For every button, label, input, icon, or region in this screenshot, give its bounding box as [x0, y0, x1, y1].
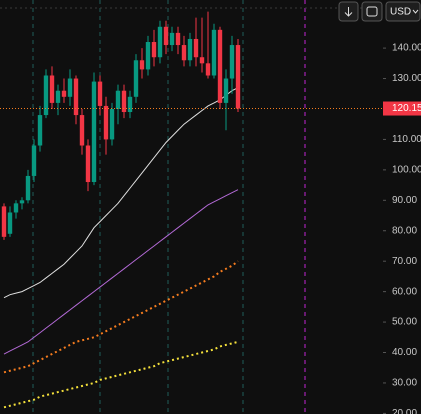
candle-body: [37, 115, 43, 146]
candle-body: [91, 81, 97, 183]
candle-body: [205, 63, 211, 76]
candle-body: [1, 206, 7, 237]
candle-body: [133, 60, 139, 97]
candle-body: [163, 26, 169, 46]
last-price-box: [383, 101, 421, 116]
candle-body: [157, 26, 163, 58]
candle-body: [127, 96, 133, 113]
dropdown-icon: [412, 9, 419, 14]
candle-body: [175, 32, 181, 46]
candle-body: [121, 90, 127, 113]
candle-body: [187, 38, 193, 61]
candle-body: [193, 38, 199, 58]
candle-body: [115, 90, 121, 109]
y-tick-label: 130.00: [392, 73, 421, 84]
candle-body: [151, 42, 157, 58]
candle-body: [169, 32, 175, 46]
reset-icon: [366, 6, 378, 17]
reset-button[interactable]: [361, 1, 383, 22]
candle-body: [223, 78, 229, 103]
y-tick-label: 90.00: [392, 195, 417, 206]
candle-body: [199, 57, 205, 64]
candle-body: [19, 200, 25, 204]
candle-body: [73, 78, 79, 116]
moving-average: [3, 87, 239, 299]
candle-body: [13, 203, 19, 213]
moving-average: [3, 340, 239, 409]
arrow-icon: [344, 7, 353, 17]
candle-body: [49, 75, 55, 103]
currency-button[interactable]: [385, 1, 421, 22]
candle-body: [25, 175, 31, 201]
moving-average: [3, 260, 239, 374]
y-tick-label: 100.00: [392, 165, 421, 176]
y-tick-label: 30.00: [392, 378, 417, 389]
candle-body: [211, 29, 217, 76]
y-tick-label: 70.00: [392, 256, 417, 267]
candle-body: [97, 81, 103, 106]
time-grid: [32, 0, 244, 414]
currency: USD: [390, 7, 411, 18]
candle-body: [55, 90, 61, 103]
candle-body: [181, 45, 187, 61]
candle-body: [85, 145, 91, 183]
candle-body: [31, 145, 37, 176]
candle-body: [79, 115, 85, 146]
candle-body: [61, 90, 67, 97]
y-tick-label: 60.00: [392, 286, 417, 297]
candle-body: [139, 60, 145, 70]
candle-body: [229, 45, 235, 79]
y-tick-label: 40.00: [392, 347, 417, 358]
candle-body: [109, 108, 115, 140]
y-tick-label: 140.00: [392, 43, 421, 54]
candle-body: [103, 105, 109, 140]
y-tick-label: 80.00: [392, 225, 417, 236]
candle-body: [7, 212, 13, 234]
candle-body: [67, 78, 73, 97]
candle-body: [235, 45, 241, 109]
candle-body: [145, 42, 151, 70]
candle-body: [43, 75, 49, 116]
candle-body: [217, 29, 223, 103]
y-tick-label: 50.00: [392, 317, 417, 328]
y-tick-label: 20.00: [392, 408, 417, 414]
last-price-label: 120.15: [392, 103, 421, 114]
moving-average: [3, 189, 239, 355]
price-axis: [383, 0, 421, 414]
y-tick-label: 110.00: [392, 134, 421, 145]
